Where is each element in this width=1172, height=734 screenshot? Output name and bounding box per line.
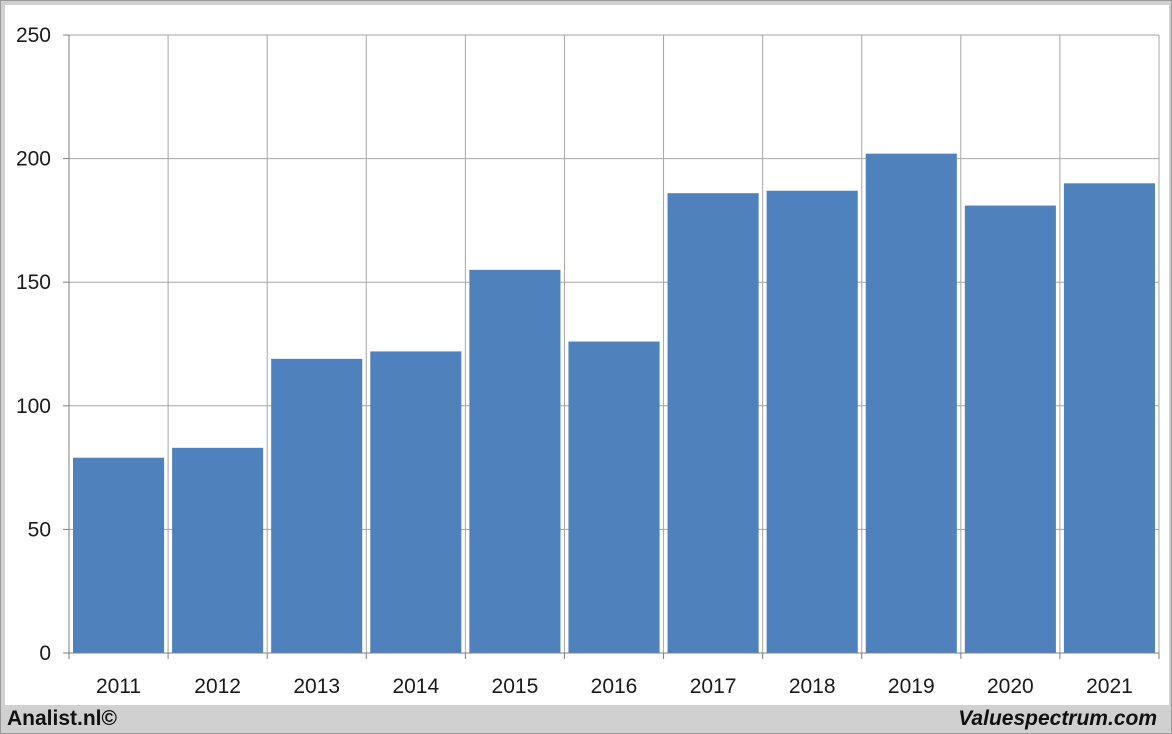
x-tick-label: 2017 (690, 675, 737, 698)
label-layer: 0 50 100 150 200 250 2011 2012 2013 2014 2015 2016 2… (16, 24, 1133, 698)
bar-2011 (73, 457, 165, 653)
bar-2017 (667, 193, 759, 653)
chart-area: 0 50 100 150 200 250 2011 2012 2013 2014 2015 2016 2… (5, 5, 1169, 705)
y-tick-label: 100 (16, 395, 51, 418)
bar-2021 (1063, 183, 1155, 653)
x-tick-label: 2015 (492, 675, 539, 698)
bar-2015 (469, 269, 561, 653)
x-tick-label: 2012 (194, 675, 241, 698)
x-tick-label: 2019 (888, 675, 935, 698)
x-tick-label: 2013 (293, 675, 340, 698)
footer-source-right: Valuespectrum.com (958, 707, 1157, 730)
x-tick-label: 2021 (1086, 675, 1133, 698)
x-tick-label: 2016 (591, 675, 638, 698)
bar-2013 (271, 358, 363, 653)
bar-2018 (766, 190, 858, 653)
footer-source-left: Analist.nl© (7, 707, 117, 730)
y-tick-label: 50 (28, 518, 51, 541)
grid-layer (69, 34, 1160, 653)
x-tick-label: 2014 (392, 675, 439, 698)
bar-2014 (370, 351, 462, 653)
bar-2020 (964, 205, 1056, 653)
bar-2016 (568, 341, 660, 653)
bar-layer (73, 153, 1155, 653)
x-tick-label: 2011 (96, 675, 141, 698)
bar-chart: 0 50 100 150 200 250 2011 2012 2013 2014 2015 2016 2… (16, 24, 1160, 698)
bar-2019 (865, 153, 957, 653)
x-tick-label: 2018 (789, 675, 836, 698)
axis-layer (63, 34, 1160, 659)
bar-2012 (172, 447, 264, 653)
y-tick-label: 0 (39, 642, 51, 665)
y-tick-label: 150 (16, 271, 51, 294)
y-tick-label: 200 (16, 148, 51, 171)
y-tick-label: 250 (16, 24, 51, 47)
x-tick-label: 2020 (987, 675, 1034, 698)
